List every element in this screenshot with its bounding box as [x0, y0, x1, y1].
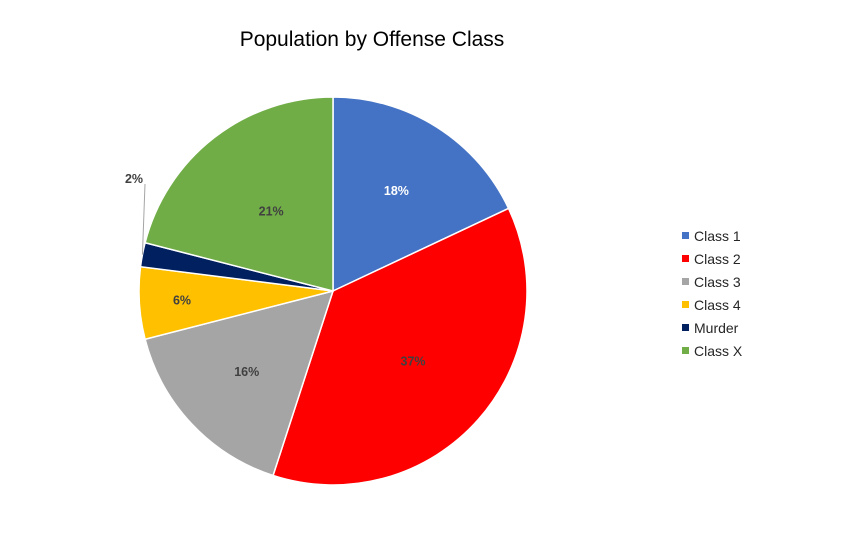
- pie-slices: [138, 96, 528, 486]
- legend-swatch: [682, 255, 689, 262]
- legend-label: Class 1: [694, 227, 741, 244]
- legend-label: Class 4: [694, 296, 741, 313]
- chart-title: Population by Offense Class: [239, 28, 505, 51]
- legend-swatch: [682, 324, 689, 331]
- pie-slice-class-x: [144, 96, 334, 292]
- legend-swatch: [682, 301, 689, 308]
- pie-slice-class-3: [144, 289, 335, 477]
- legend-swatch: [682, 232, 689, 239]
- legend-item-class-1: Class 1: [682, 224, 742, 247]
- data-label-class-1: 18%: [384, 184, 409, 198]
- legend-label: Class 3: [694, 273, 741, 290]
- leader-line-murder: [141, 183, 146, 255]
- legend-label: Class 2: [694, 250, 741, 267]
- legend: Class 1 Class 2 Class 3 Class 4 Murder Class …: [682, 224, 742, 362]
- pie-slice-class-1: [332, 96, 510, 293]
- data-label-murder: 2%: [125, 172, 143, 186]
- data-label-class-3: 16%: [234, 365, 259, 379]
- data-label-class-2: 37%: [401, 355, 426, 369]
- data-label-class-4: 6%: [173, 294, 191, 308]
- legend-item-class-2: Class 2: [682, 247, 742, 270]
- pie-slice-class-2: [272, 207, 528, 486]
- legend-swatch: [682, 347, 689, 354]
- legend-item-class-4: Class 4: [682, 293, 742, 316]
- legend-swatch: [682, 278, 689, 285]
- legend-item-murder: Murder: [682, 316, 742, 339]
- data-label-class-x: 21%: [259, 204, 284, 218]
- legend-item-class-3: Class 3: [682, 270, 742, 293]
- legend-item-class-x: Class X: [682, 339, 742, 362]
- pie-data-labels: 18% 37% 16% 6% 2% 21%: [125, 172, 426, 379]
- legend-label: Class X: [694, 342, 743, 359]
- legend-label: Murder: [694, 319, 739, 336]
